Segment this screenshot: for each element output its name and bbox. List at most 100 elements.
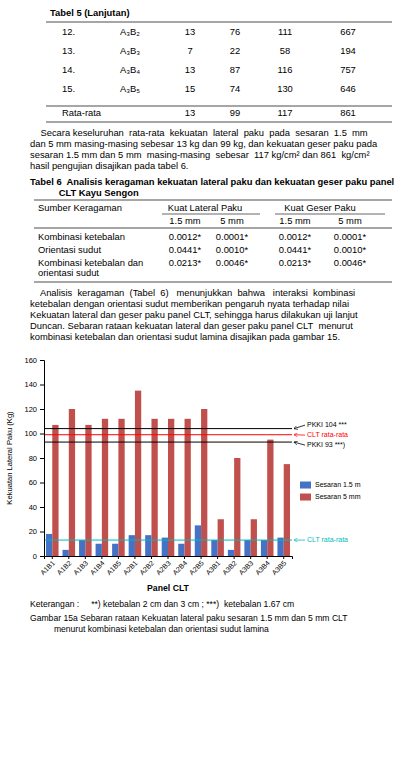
- tick-label: A1B5: [105, 559, 122, 576]
- tick-mark: [40, 507, 44, 508]
- tick-label: 20: [29, 527, 37, 536]
- tick-label: A3B1: [204, 559, 221, 576]
- reference-line: [44, 540, 292, 541]
- table-cell: 0.0441*: [169, 244, 202, 255]
- bar: [168, 419, 174, 556]
- table-cell: 99: [230, 107, 240, 118]
- bar: [195, 525, 201, 556]
- table-title: Tabel 6 Analisis keragaman kekuatan late…: [30, 176, 394, 187]
- table-rule: [34, 228, 392, 229]
- tick-mark: [151, 556, 152, 559]
- x-tick: A3B4: [254, 556, 271, 576]
- paragraph-line: Kekuatan lateral dan geser paku panel CL…: [30, 309, 358, 320]
- table-cell: 74: [230, 83, 240, 94]
- tick-mark: [40, 360, 44, 361]
- tick-mark: [283, 556, 284, 559]
- bar: [96, 544, 102, 556]
- legend-entry: Sesaran 1.5 m: [315, 481, 361, 488]
- tick-mark: [40, 556, 44, 557]
- paragraph-line: Secara keseluruhan rata-rata kekuatan la…: [30, 127, 368, 138]
- table-cell: 15.: [62, 83, 75, 94]
- tick-label: 120: [24, 405, 37, 414]
- table-cell: 13: [185, 107, 195, 118]
- table-cell: 87: [230, 64, 240, 75]
- bar: [244, 540, 250, 556]
- tick-mark: [234, 556, 235, 559]
- tick-label: 140: [24, 380, 37, 389]
- tick-mark: [85, 556, 86, 559]
- table-cell: 0.0010*: [334, 244, 367, 255]
- tick-mark: [201, 556, 202, 559]
- y-tick: 120: [24, 405, 44, 414]
- table-cell: A₃B₃: [120, 45, 140, 56]
- bar: [284, 464, 290, 556]
- bar: [234, 458, 240, 556]
- tick-mark: [40, 483, 44, 484]
- tick-label: A3B5: [271, 559, 288, 576]
- y-tick: 0: [33, 552, 44, 561]
- table-cell: 111: [278, 26, 292, 37]
- x-axis: A1B1A1B2A1B3A1B4A1B5A2B1A2B2A2B3A2B4A2B5…: [39, 556, 292, 576]
- tick-label: A2B2: [138, 559, 155, 576]
- table-cell: Orientasi sudut: [38, 244, 101, 255]
- paragraph-line: hasil pengujian disajikan pada tabel 6.: [30, 160, 188, 171]
- note: Keterangan : **) ketebalan 2 cm dan 3 cm…: [30, 599, 294, 609]
- table-cell: 0.0441*: [279, 244, 312, 255]
- tick-mark: [68, 556, 69, 559]
- tick-mark: [52, 556, 53, 559]
- table-header: 1.5 mm: [169, 215, 200, 226]
- x-tick: A3B5: [271, 556, 288, 576]
- tick-label: 80: [29, 454, 37, 463]
- table-cell: 117: [278, 107, 293, 118]
- bar-series: [52, 391, 290, 556]
- table-header: Kuat Lateral Paku: [168, 202, 243, 213]
- bar: [185, 419, 191, 556]
- y-axis-title: Kekuatan Lateral Paku (Kg): [5, 411, 14, 505]
- table-cell: 0.0012*: [279, 231, 312, 242]
- table-rule: [46, 106, 392, 107]
- table-cell: 58: [280, 45, 290, 56]
- annotation-arrow: [294, 442, 305, 445]
- table-cell: 0.0001*: [334, 231, 367, 242]
- tick-label: 60: [29, 478, 37, 487]
- annotation: CLT rata-rata: [307, 431, 348, 438]
- table-cell: 0.0213*: [169, 257, 202, 268]
- tick-label: A1B4: [89, 559, 106, 576]
- x-axis-title: Panel CLT: [147, 583, 190, 593]
- y-tick: 100: [24, 429, 44, 438]
- table-rule: [46, 122, 392, 123]
- x-tick: A3B2: [221, 556, 238, 576]
- table-cell: 13: [185, 64, 195, 75]
- tick-label: 160: [24, 356, 37, 365]
- x-tick: A1B4: [89, 556, 106, 576]
- table-cell: 130: [277, 83, 293, 94]
- tick-label: 40: [29, 503, 37, 512]
- table-rule: [34, 200, 392, 201]
- table-rule: [34, 282, 392, 283]
- table-cell: A₃B₄: [120, 64, 140, 75]
- table-cell: 0.0001*: [216, 231, 249, 242]
- tick-label: A2B1: [122, 559, 139, 576]
- table-header: 5 mm: [220, 215, 244, 226]
- x-tick: A3B3: [237, 556, 254, 576]
- tick-mark: [40, 385, 44, 386]
- tick-mark: [250, 556, 251, 559]
- y-tick: 140: [24, 380, 44, 389]
- x-tick: A2B5: [188, 556, 205, 576]
- table-cell: 757: [340, 64, 356, 75]
- bar: [102, 419, 108, 556]
- bar: [178, 544, 184, 556]
- table-cell: 0.0010*: [216, 244, 249, 255]
- x-tick: A2B4: [171, 556, 188, 576]
- bar: [46, 534, 52, 556]
- y-tick: 40: [29, 503, 44, 512]
- tick-mark: [168, 556, 169, 559]
- table-cell: orientasi sudut: [38, 267, 99, 278]
- table-cell: Kombinasi ketebalan: [38, 231, 125, 242]
- table-title: Tabel 5 (Lanjutan): [50, 7, 130, 18]
- y-tick: 60: [29, 478, 44, 487]
- table-header: Sumber Keragaman: [38, 202, 122, 213]
- x-tick: A3B1: [204, 556, 221, 576]
- tick-label: 100: [24, 429, 37, 438]
- y-tick: 80: [29, 454, 44, 463]
